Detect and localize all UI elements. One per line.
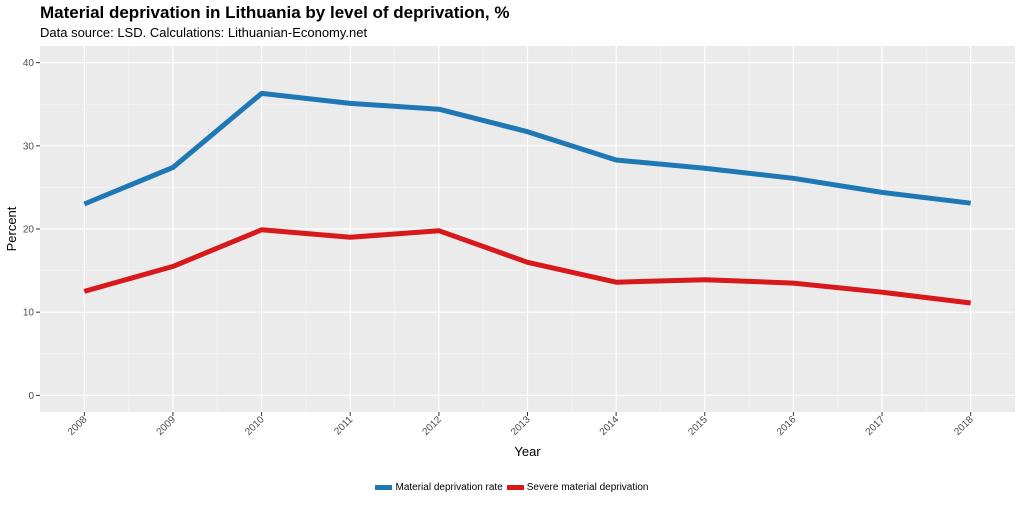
series-lines (83, 90, 972, 306)
y-axis-title: Percent (4, 206, 19, 251)
y-axis: 0 10 20 30 40 (23, 58, 40, 402)
y-tick-label: 0 (28, 391, 34, 402)
x-tick-label: 2018 (952, 414, 976, 438)
x-tick-label: 2015 (686, 414, 710, 438)
x-tick-label: 2012 (420, 414, 444, 438)
x-tick-label: 2014 (598, 414, 622, 438)
legend-label: Material deprivation rate (395, 482, 503, 493)
legend-key (506, 485, 524, 490)
x-tick-label: 2017 (864, 414, 888, 438)
legend-item: Material deprivation rate (375, 482, 503, 493)
x-axis: 2008 2009 2010 2011 2012 2013 2014 2015 2016 2017… (66, 412, 976, 438)
grid-lines (40, 46, 1015, 412)
y-tick-label: 30 (23, 141, 35, 152)
legend-label: Severe material deprivation (526, 482, 649, 493)
chart-subtitle: Data source: LSD. Calculations: Lithuani… (40, 25, 368, 40)
x-tick-label: 2010 (243, 414, 267, 438)
series-line-1 (83, 227, 972, 306)
chart-title: Material deprivation in Lithuania by lev… (40, 3, 510, 22)
x-tick-label: 2013 (509, 414, 533, 438)
y-tick-label: 10 (23, 308, 35, 319)
x-tick-label: 2011 (332, 414, 355, 437)
legend: Material deprivation rate Severe material… (0, 482, 1024, 493)
x-tick-label: 2008 (66, 414, 90, 438)
legend-item: Severe material deprivation (506, 482, 649, 493)
y-tick-label: 20 (23, 225, 35, 236)
y-tick-label: 40 (23, 58, 35, 69)
x-tick-label: 2016 (775, 414, 799, 438)
series-line-0 (83, 90, 972, 207)
x-tick-label: 2009 (155, 414, 179, 438)
legend-key (375, 485, 393, 490)
x-axis-title: Year (514, 444, 541, 459)
